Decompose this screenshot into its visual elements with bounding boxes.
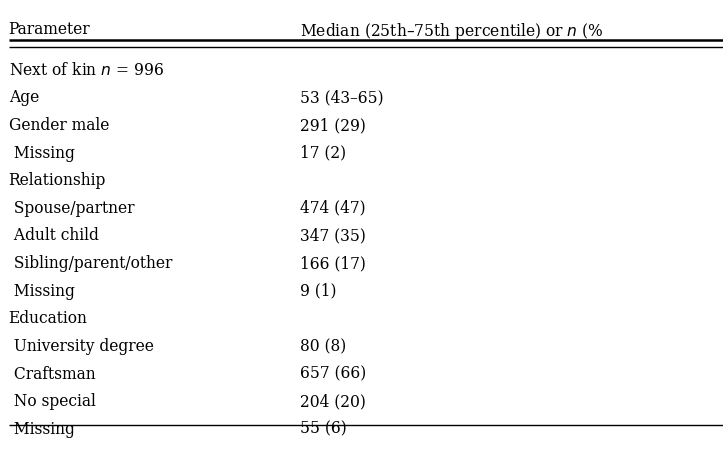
Text: Missing: Missing [9, 145, 74, 161]
Text: 80 (8): 80 (8) [300, 338, 346, 355]
Text: Craftsman: Craftsman [9, 366, 95, 382]
Text: 657 (66): 657 (66) [300, 366, 367, 382]
Text: 347 (35): 347 (35) [300, 227, 366, 244]
Text: 17 (2): 17 (2) [300, 145, 346, 161]
Text: Spouse/partner: Spouse/partner [9, 200, 134, 217]
Text: Gender male: Gender male [9, 117, 109, 134]
Text: University degree: University degree [9, 338, 153, 355]
Text: Missing: Missing [9, 421, 74, 438]
Text: Next of kin $n$ = 996: Next of kin $n$ = 996 [9, 62, 164, 79]
Text: Median (25th–75th percentile) or $n$ (%: Median (25th–75th percentile) or $n$ (% [300, 21, 604, 42]
Text: Education: Education [9, 310, 87, 327]
Text: Missing: Missing [9, 283, 74, 300]
Text: Parameter: Parameter [9, 21, 90, 38]
Text: Adult child: Adult child [9, 227, 98, 244]
Text: 204 (20): 204 (20) [300, 393, 366, 410]
Text: 55 (6): 55 (6) [300, 421, 347, 438]
Text: 166 (17): 166 (17) [300, 255, 366, 272]
Text: Relationship: Relationship [9, 172, 106, 189]
Text: 9 (1): 9 (1) [300, 283, 336, 300]
Text: 474 (47): 474 (47) [300, 200, 366, 217]
Text: Sibling/parent/other: Sibling/parent/other [9, 255, 172, 272]
Text: 291 (29): 291 (29) [300, 117, 366, 134]
Text: No special: No special [9, 393, 95, 410]
Text: Age: Age [9, 89, 39, 106]
Text: 53 (43–65): 53 (43–65) [300, 89, 384, 106]
